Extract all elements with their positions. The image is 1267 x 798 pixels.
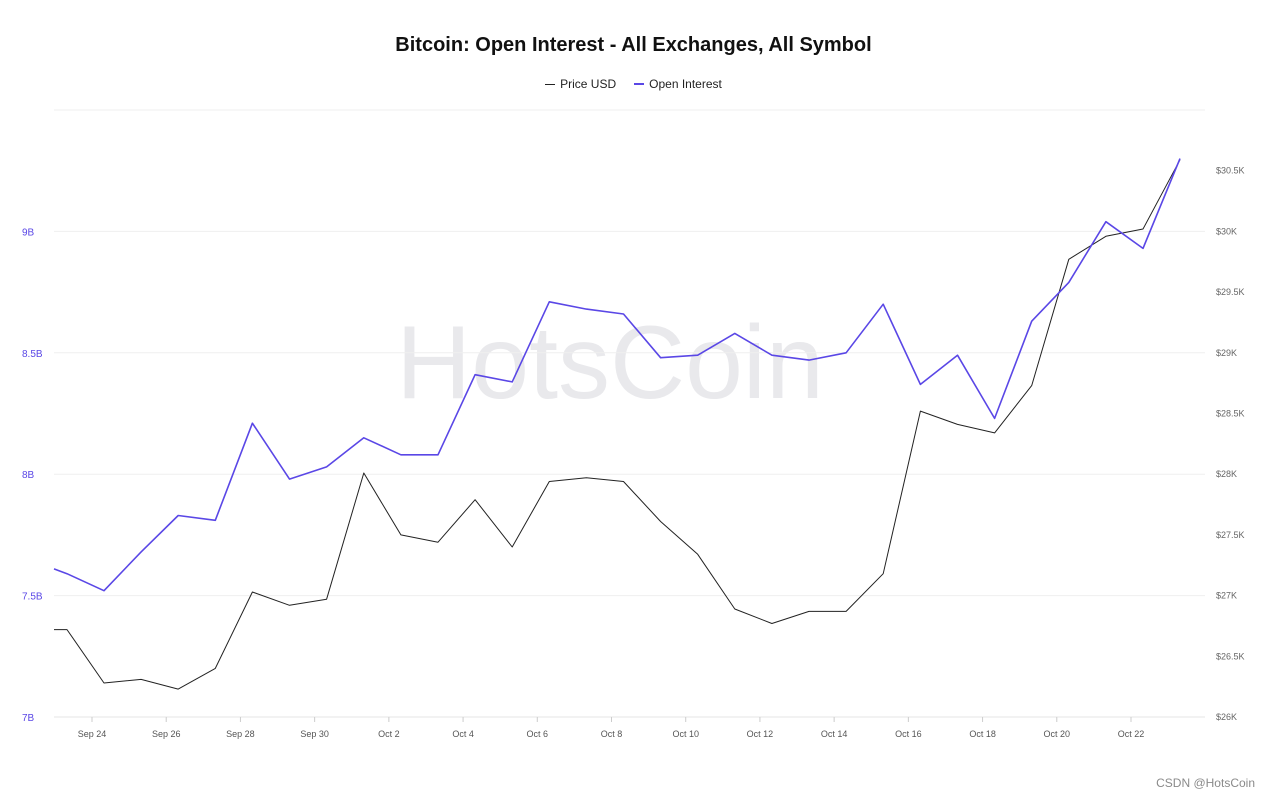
right-axis-tick: $30K bbox=[1216, 226, 1237, 236]
left-axis-tick: 7.5B bbox=[22, 592, 43, 603]
legend-item-open-interest[interactable]: Open Interest bbox=[634, 77, 722, 91]
chart-title: Bitcoin: Open Interest - All Exchanges, … bbox=[395, 34, 872, 56]
left-axis-tick: 7B bbox=[22, 713, 35, 724]
x-axis-tick: Oct 22 bbox=[1118, 729, 1145, 739]
right-axis-tick: $28.5K bbox=[1216, 409, 1245, 419]
watermark: HotsCoin bbox=[396, 305, 824, 421]
x-axis-tick: Oct 8 bbox=[601, 729, 623, 739]
x-axis-tick: Sep 24 bbox=[78, 729, 107, 739]
x-axis-tick: Oct 14 bbox=[821, 729, 848, 739]
x-axis-tick: Oct 18 bbox=[969, 729, 996, 739]
axis-layer: 7B 7.5B 8B 8.5B 9B $26K $26.5K $27K $27.5K $28K $2… bbox=[22, 166, 1245, 739]
right-axis-tick: $29.5K bbox=[1216, 287, 1245, 297]
legend-swatch-price bbox=[545, 83, 556, 85]
legend-label-price: Price USD bbox=[560, 77, 617, 91]
right-axis-tick: $28K bbox=[1216, 469, 1237, 479]
right-axis-tick: $26K bbox=[1216, 712, 1237, 722]
legend-swatch-open-interest bbox=[634, 83, 645, 85]
series-layer bbox=[53, 158, 1181, 690]
legend: Price USD Open Interest bbox=[0, 77, 1267, 91]
left-axis-tick: 8.5B bbox=[22, 349, 43, 360]
x-axis-tick: Oct 10 bbox=[672, 729, 699, 739]
right-axis-tick: $26.5K bbox=[1216, 651, 1245, 661]
right-axis-tick: $27.5K bbox=[1216, 530, 1245, 540]
left-axis-tick: 9B bbox=[22, 227, 35, 238]
x-axis-tick: Oct 6 bbox=[527, 729, 549, 739]
x-axis-tick: Sep 26 bbox=[152, 729, 181, 739]
series-line-price-usd bbox=[54, 159, 1181, 690]
grid-layer bbox=[54, 109, 1205, 718]
x-axis-tick: Sep 28 bbox=[226, 729, 255, 739]
credit-text: CSDN @HotsCoin bbox=[1156, 776, 1255, 790]
left-axis-tick: 8B bbox=[22, 470, 35, 481]
x-axis-tick: Oct 20 bbox=[1044, 729, 1071, 739]
x-axis-tick: Oct 4 bbox=[452, 729, 474, 739]
right-axis-tick: $29K bbox=[1216, 348, 1237, 358]
x-axis-tick: Oct 2 bbox=[378, 729, 400, 739]
x-axis-tick: Oct 12 bbox=[747, 729, 774, 739]
right-axis-tick: $30.5K bbox=[1216, 166, 1245, 176]
x-axis-tick: Oct 16 bbox=[895, 729, 922, 739]
right-axis-tick: $27K bbox=[1216, 591, 1237, 601]
x-axis-tick: Sep 30 bbox=[300, 729, 329, 739]
legend-label-open-interest: Open Interest bbox=[649, 77, 722, 91]
series-line-open-interest bbox=[53, 158, 1181, 592]
legend-item-price[interactable]: Price USD bbox=[545, 77, 616, 91]
